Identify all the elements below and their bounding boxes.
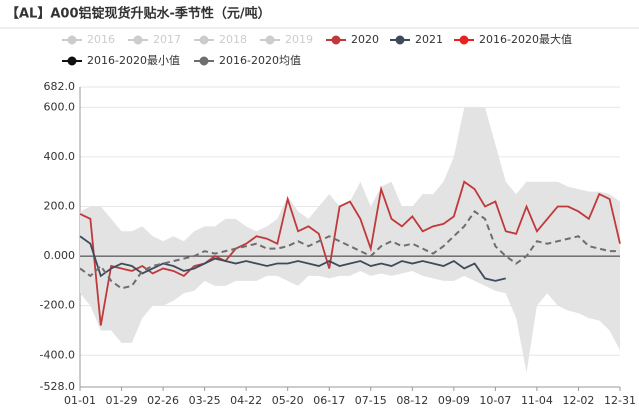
legend-marker	[67, 56, 77, 66]
legend-label: 2021	[415, 33, 443, 46]
y-tick-label: 200.0	[44, 200, 76, 213]
legend-label: 2016-2020均值	[219, 54, 301, 67]
legend-marker	[331, 35, 341, 45]
x-tick-label: 09-09	[438, 394, 470, 407]
y-tick-label: 682.0	[44, 80, 76, 93]
y-tick-label: 600.0	[44, 100, 76, 113]
legend-label: 2020	[351, 33, 379, 46]
legend-label: 2016	[87, 33, 115, 46]
x-tick-label: 12-31	[604, 394, 636, 407]
x-tick-label: 02-26	[147, 394, 179, 407]
x-tick-label: 11-04	[521, 394, 553, 407]
x-tick-label: 03-25	[189, 394, 221, 407]
legend-marker	[67, 35, 77, 45]
series-line	[79, 235, 506, 282]
x-tick-label: 01-29	[106, 394, 138, 407]
y-tick-label: -200.0	[40, 299, 75, 312]
x-tick-label: 07-15	[355, 394, 387, 407]
legend-marker	[459, 35, 469, 45]
legend-marker	[395, 35, 405, 45]
legend-label: 2017	[153, 33, 181, 46]
legend-marker	[199, 56, 209, 66]
y-tick-label: -400.0	[40, 348, 75, 361]
x-tick-label: 01-01	[64, 394, 96, 407]
x-tick-label: 04-22	[230, 394, 262, 407]
legend-label: 2016-2020最大值	[479, 32, 572, 46]
legend-marker	[133, 35, 143, 45]
x-tick-label: 05-20	[272, 394, 304, 407]
legend-label: 2019	[285, 33, 313, 46]
legend-marker	[199, 35, 209, 45]
legend-label: 2016-2020最小值	[87, 54, 180, 67]
min-max-band	[80, 107, 620, 373]
legend-label: 2018	[219, 33, 247, 46]
series-line	[79, 180, 621, 326]
y-tick-label: -528.0	[40, 380, 75, 393]
chart-title: 【AL】A00铝锭现货升贴水-季节性（元/吨）	[6, 6, 271, 22]
legend-marker	[265, 35, 275, 45]
x-tick-label: 10-07	[479, 394, 511, 407]
x-tick-label: 06-17	[313, 394, 345, 407]
y-tick-label: 400.0	[44, 150, 76, 163]
y-tick-label: 0.000	[44, 249, 76, 262]
x-tick-label: 08-12	[396, 394, 428, 407]
x-tick-label: 12-02	[562, 394, 594, 407]
